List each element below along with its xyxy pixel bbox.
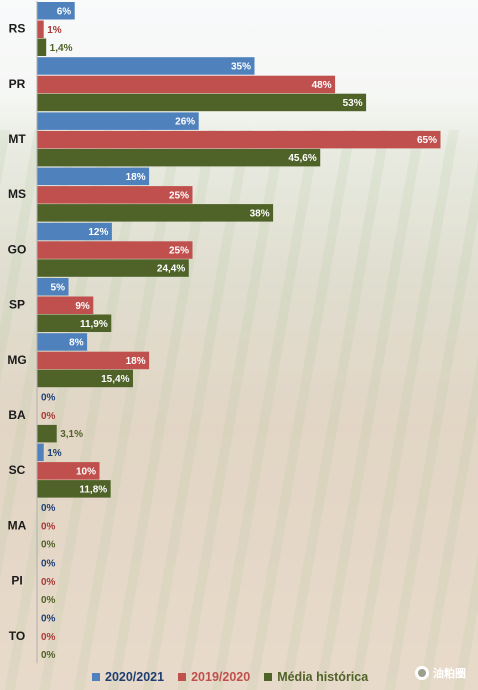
bar-sp-2020-2021	[37, 278, 69, 296]
bar-sp-media-historica	[37, 314, 112, 332]
data-label-mt-media-historica: 45,6%	[288, 153, 316, 164]
data-label-sc-2019-2020: 10%	[76, 466, 96, 477]
data-label-go-2019-2020: 25%	[169, 246, 189, 257]
category-labels: RS PR MT MS GO SP MG BA SC MA PI TO	[7, 22, 26, 643]
bar-mg-media-historica	[37, 369, 133, 388]
data-label-ms-2020-2021: 18%	[126, 172, 146, 183]
data-label-mt-2020-2021: 26%	[175, 117, 195, 128]
data-label-ma-media-historica: 0%	[41, 540, 56, 551]
bar-rs-2020-2021	[37, 2, 75, 20]
category-label-ms: MS	[8, 187, 26, 201]
data-label-sp-2020-2021: 5%	[51, 282, 66, 293]
data-label-pr-2020-2021: 35%	[231, 61, 251, 72]
watermark-text: 油粕圈	[433, 668, 466, 680]
bar-ms-media-historica	[37, 204, 274, 222]
data-label-pr-2019-2020: 48%	[312, 80, 332, 91]
data-label-ba-2019-2020: 0%	[41, 411, 56, 422]
bar-mt-2020-2021	[37, 112, 199, 130]
category-label-mg: MG	[7, 353, 26, 367]
bar-pr-2020-2021	[37, 57, 255, 75]
data-label-ma-2020-2021: 0%	[41, 503, 56, 514]
category-label-ma: MA	[8, 518, 27, 532]
data-label-sc-2020-2021: 1%	[47, 448, 62, 459]
legend-label-media-historica: Média histórica	[277, 670, 369, 684]
data-label-to-2020-2021: 0%	[41, 613, 56, 624]
category-label-pr: PR	[9, 77, 26, 91]
data-label-rs-media-historica: 1,4%	[50, 43, 73, 54]
data-label-rs-2020-2021: 6%	[57, 6, 72, 17]
bar-sc-media-historica	[37, 480, 111, 498]
bar-rs-media-historica	[37, 38, 47, 56]
legend-swatch-2019-2020	[178, 673, 187, 681]
bar-mt-media-historica	[37, 148, 321, 167]
data-label-sc-media-historica: 11,8%	[79, 484, 107, 495]
watermark: 油粕圈	[415, 665, 466, 681]
data-label-pr-media-historica: 53%	[343, 98, 363, 109]
bar-sc-2020-2021	[37, 443, 44, 462]
data-label-sp-media-historica: 11,9%	[80, 319, 108, 330]
legend-item-media-historica: Média histórica	[264, 670, 368, 684]
wechat-logo-icon	[415, 666, 429, 680]
bar-go-2020-2021	[37, 222, 112, 241]
chart-legend: 2020/2021 2019/2020 Média histórica	[92, 668, 402, 686]
bar-mt-2019-2020	[37, 130, 441, 149]
bar-pr-media-historica	[37, 93, 367, 112]
data-label-mg-media-historica: 15,4%	[101, 374, 129, 385]
data-label-rs-2019-2020: 1%	[47, 25, 62, 36]
category-label-sc: SC	[9, 463, 26, 477]
bar-sp-2019-2020	[37, 296, 94, 314]
data-label-ms-2019-2020: 25%	[169, 190, 189, 201]
data-label-mg-2020-2021: 8%	[69, 337, 84, 348]
data-label-go-2020-2021: 12%	[88, 227, 108, 238]
data-label-ba-2020-2021: 0%	[41, 393, 56, 404]
data-label-ma-2019-2020: 0%	[41, 522, 56, 533]
bar-ms-2020-2021	[37, 167, 150, 186]
data-label-pi-2020-2021: 0%	[41, 558, 56, 569]
legend-swatch-media-historica	[264, 673, 273, 681]
category-label-to: TO	[9, 629, 25, 643]
bar-go-2019-2020	[37, 241, 193, 259]
category-label-sp: SP	[9, 298, 25, 312]
data-label-ba-media-historica: 3,1%	[60, 429, 83, 440]
category-label-mt: MT	[8, 132, 26, 146]
legend-item-2020-2021: 2020/2021	[92, 670, 164, 684]
data-label-go-media-historica: 24,4%	[157, 264, 185, 275]
data-label-ms-media-historica: 38%	[250, 208, 270, 219]
legend-swatch-2020-2021	[92, 673, 100, 681]
data-label-mt-2019-2020: 65%	[417, 135, 437, 146]
bar-go-media-historica	[37, 259, 189, 277]
category-label-go: GO	[8, 242, 27, 256]
bar-pr-2019-2020	[37, 75, 336, 94]
bar-ba-media-historica	[37, 424, 57, 443]
data-label-to-media-historica: 0%	[41, 650, 56, 661]
category-label-ba: BA	[8, 408, 26, 422]
data-labels: 6% 1% 1,4% 35% 48% 53% 26% 65% 45,6% 18% 25% 38% 12%…	[41, 6, 437, 661]
bar-sc-2019-2020	[37, 462, 100, 480]
bar-rs-2019-2020	[37, 20, 44, 38]
data-label-pi-media-historica: 0%	[41, 595, 56, 606]
legend-label-2020-2021: 2020/2021	[105, 670, 165, 684]
data-label-to-2019-2020: 0%	[41, 632, 56, 643]
bar-ms-2019-2020	[37, 186, 193, 204]
category-label-pi: PI	[11, 574, 22, 588]
bars	[37, 2, 441, 498]
legend-item-2019-2020: 2019/2020	[178, 670, 250, 684]
data-label-pi-2019-2020: 0%	[41, 577, 56, 588]
data-label-mg-2019-2020: 18%	[126, 356, 146, 367]
data-label-sp-2019-2020: 9%	[75, 301, 90, 312]
legend-label-2019-2020: 2019/2020	[191, 670, 251, 684]
bar-mg-2020-2021	[37, 333, 88, 351]
category-label-rs: RS	[9, 22, 26, 36]
bar-mg-2019-2020	[37, 351, 150, 370]
